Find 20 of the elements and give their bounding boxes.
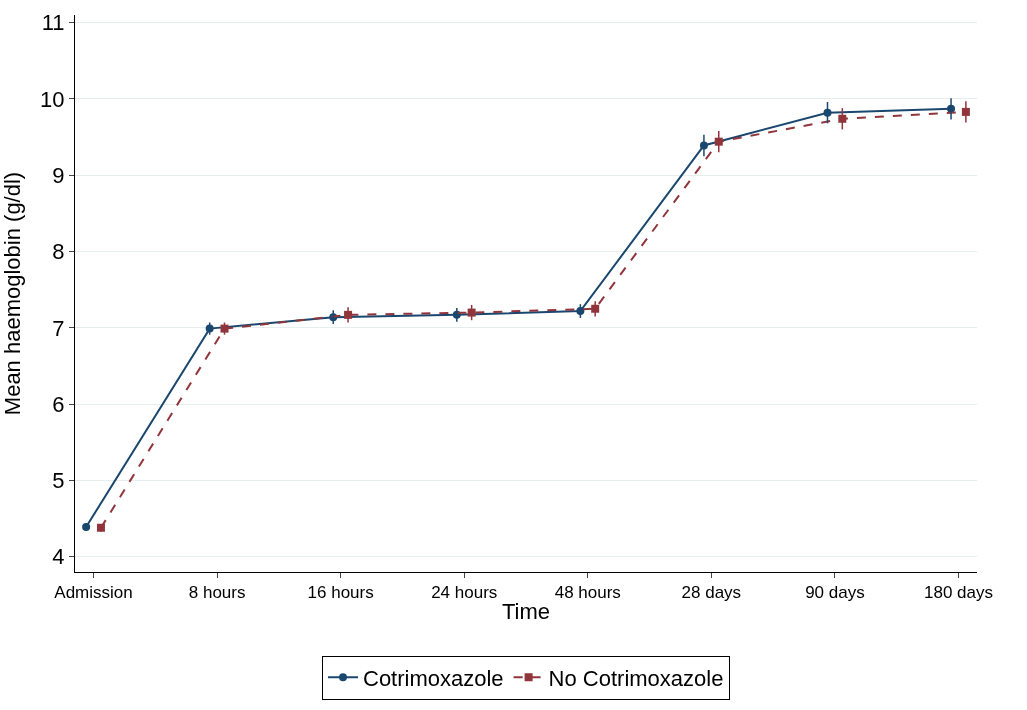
y-tick-label: 8 <box>52 239 65 265</box>
x-tick-label: Admission <box>54 583 133 603</box>
legend-label: No Cotrimoxazole <box>548 665 724 691</box>
y-tick-label: 11 <box>41 10 65 36</box>
y-tick-label: 9 <box>52 162 65 188</box>
y-tick-label: 4 <box>52 544 65 570</box>
y-axis-title: Mean haemoglobin (g/dl) <box>0 171 25 416</box>
x-tick-label: 24 hours <box>431 583 498 603</box>
x-tick-label: 48 hours <box>554 583 621 603</box>
y-tick-label: 6 <box>52 391 65 417</box>
x-tick-label: 180 days <box>923 583 993 603</box>
y-tick-label: 10 <box>40 86 65 112</box>
y-tick-label: 7 <box>52 315 65 341</box>
x-tick-label: 28 days <box>681 583 742 603</box>
x-tick-label: 90 days <box>805 583 865 603</box>
x-tick-label: 8 hours <box>188 583 246 603</box>
x-tick-label: 16 hours <box>307 583 374 603</box>
y-tick-label: 5 <box>52 468 65 494</box>
legend-label: Cotrimoxazole <box>363 665 504 691</box>
x-axis-title: Time <box>501 599 551 625</box>
